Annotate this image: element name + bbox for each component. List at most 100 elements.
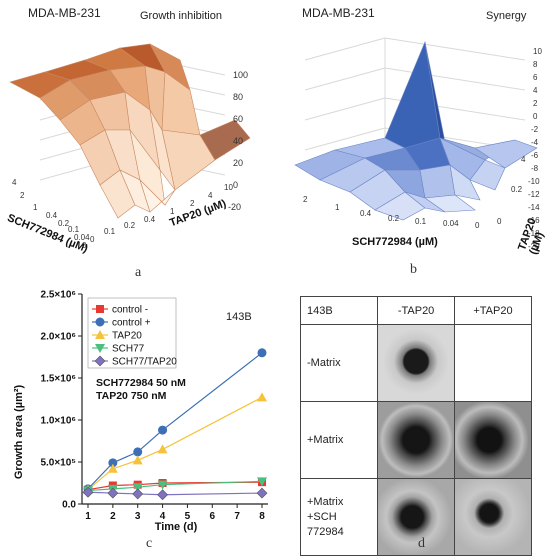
image-plus-matrix-minus-tap20 [377, 401, 455, 479]
panel-b-x-tick: 0.2 [388, 214, 400, 223]
legend-label: TAP20 [112, 331, 142, 342]
panel-a-z-ticks: 100 80 60 40 20 0 -20 [228, 70, 248, 212]
x-tick-label: 7 [234, 511, 240, 522]
panel-b-y-ticks: 0 0.2 4 [497, 155, 526, 226]
panel-a-y-tick: 0.4 [144, 215, 156, 224]
panel-b-x-label: SCH772984 (µM) [352, 236, 438, 248]
growth-chart-y-ticks: 0.0 5.0×10⁵ 1.0×10⁶ 1.5×10⁶ 2.0×10⁶ 2.5×10⁶ [40, 290, 82, 511]
x-tick-label: 6 [210, 511, 216, 522]
panel-b-surface: 10 8 6 4 2 0 -2 -4 -6 -8 -10 -12 -14 -16… [294, 37, 542, 250]
legend-label: SCH77/TAP20 [112, 357, 177, 368]
growth-chart-y-label: Growth area (µm²) [13, 384, 25, 479]
panel-a-surface: 100 80 60 40 20 0 -20 4 2 1 0.4 0.2 0.1 … [9, 43, 251, 250]
panel-b-y-tick: 0.2 [511, 185, 523, 194]
growth-chart-x-label: Time (d) [155, 521, 198, 533]
image-minus-matrix-minus-tap20 [377, 324, 455, 402]
panel-a-y-tick: 10 [224, 183, 233, 192]
data-point [157, 489, 168, 501]
data-point [157, 480, 168, 490]
data-point [107, 463, 118, 473]
panel-a-x-tick: 0.4 [46, 211, 58, 220]
row-label-line: +Matrix [307, 495, 344, 508]
panel-a-x-tick: 2 [20, 191, 25, 200]
panel-a-letter: a [135, 265, 142, 280]
image-minus-matrix-plus-tap20 [453, 324, 533, 402]
data-point [133, 447, 143, 457]
row-label-line: +SCH [307, 510, 337, 523]
panel-b-z-tick: -12 [528, 190, 540, 199]
panel-a-y-tick: 0 [90, 235, 95, 244]
panel-d-letter: d [418, 536, 425, 551]
panel-b-z-tick: -16 [528, 216, 540, 225]
data-point [257, 392, 267, 402]
panel-a-x-ticks: 4 2 1 0.4 0.2 0.1 0.04 0 [12, 178, 90, 250]
row-label-line: -Matrix [307, 356, 341, 369]
growth-chart-annotation-1: SCH772984 50 nM [96, 377, 186, 389]
panel-b-x-ticks: 2 1 0.4 0.2 0.1 0.04 0 [303, 195, 480, 230]
growth-chart-x-ticks: 1 2 3 4 5 6 7 8 [85, 504, 265, 522]
x-tick-label: 5 [185, 511, 191, 522]
panel-a-x-tick: 4 [12, 178, 17, 187]
panel-b-x-tick: 0.1 [415, 217, 427, 226]
panel-b-z-tick: 2 [533, 99, 538, 108]
row-label-minus-matrix: -Matrix [299, 324, 379, 402]
panel-b-cell-line: MDA-MB-231 [302, 6, 375, 20]
growth-chart-annotation-2: TAP20 750 nM [96, 390, 167, 402]
panel-a-y-tick: 2 [190, 199, 195, 208]
panel-a-z-tick: 60 [233, 114, 243, 124]
row-label-line: 772984 [307, 525, 344, 538]
row-label-plus-matrix-sch: +Matrix +SCH 772984 [299, 478, 379, 556]
panel-a-y-tick: 0.1 [104, 227, 116, 236]
panel-b-z-tick: 10 [533, 47, 542, 56]
panel-a-y-tick: 1 [170, 207, 175, 216]
header-minus-tap20: -TAP20 [377, 296, 455, 325]
panel-b-z-tick: 0 [533, 112, 538, 121]
panel-b-x-tick: 1 [335, 203, 340, 212]
panel-b-x-tick: 2 [303, 195, 308, 204]
legend-marker [96, 305, 104, 313]
data-point [132, 488, 144, 500]
panel-a-z-tick: 20 [233, 158, 243, 168]
growth-chart-cell-line: 143B [226, 311, 252, 323]
panel-b-z-tick: 8 [533, 60, 538, 69]
panel-a-title: Growth inhibition [140, 10, 222, 22]
legend-marker [94, 355, 106, 367]
panel-b-x-tick: 0.04 [443, 219, 459, 228]
panel-b-z-ticks: 10 8 6 4 2 0 -2 -4 -6 -8 -10 -12 -14 -16… [528, 47, 542, 250]
header-plus-tap20: +TAP20 [453, 296, 533, 325]
panel-a-surface-mesh [9, 43, 251, 219]
panel-b-title: Synergy [486, 10, 527, 22]
image-plus-matrix-sch-minus-tap20 [377, 478, 455, 556]
legend-label: control + [112, 318, 151, 329]
x-tick-label: 8 [259, 511, 265, 522]
panel-b-z-tick: -2 [531, 125, 539, 134]
row-label-plus-matrix: +Matrix [299, 401, 379, 479]
image-plus-matrix-plus-tap20 [453, 401, 533, 479]
panel-a-x-tick: 0.2 [58, 219, 70, 228]
panel-b-z-tick: -10 [528, 177, 540, 186]
panel-a-y-tick: 0.2 [124, 221, 136, 230]
series-line [87, 396, 263, 491]
panel-b-z-tick: 4 [533, 86, 538, 95]
table-row: +Matrix +SCH 772984 [299, 478, 533, 556]
legend-label: control - [112, 305, 148, 316]
panel-b-z-tick: -8 [531, 164, 539, 173]
growth-chart-series [82, 348, 268, 501]
data-point [132, 483, 143, 493]
spheroid-table-header: 143B -TAP20 +TAP20 [299, 296, 533, 325]
panel-b-z-tick: -14 [528, 203, 540, 212]
panel-a-y-tick: 4 [208, 191, 213, 200]
spheroid-image-table: 143B -TAP20 +TAP20 -Matrix +Matrix +Matr… [299, 296, 533, 556]
panel-b-surface-mesh [294, 40, 538, 221]
growth-chart-legend: control - control + TAP20 SCH77 SCH77/TAP20 [87, 297, 177, 369]
panel-a-z-tick: -20 [228, 202, 241, 212]
panel-b-x-tick: 0 [475, 221, 480, 230]
data-point [107, 487, 119, 499]
panel-a-z-tick: 0 [233, 180, 238, 190]
panel-b-z-tick: 6 [533, 73, 538, 82]
growth-chart: 0.0 5.0×10⁵ 1.0×10⁶ 1.5×10⁶ 2.0×10⁶ 2.5×10⁶ 1… [13, 290, 268, 533]
panel-a-y-ticks: 0 0.1 0.2 0.4 1 2 4 10 [90, 183, 233, 244]
x-tick-label: 1 [85, 511, 91, 522]
data-point [157, 444, 168, 454]
panel-b-z-tick: -4 [531, 138, 539, 147]
